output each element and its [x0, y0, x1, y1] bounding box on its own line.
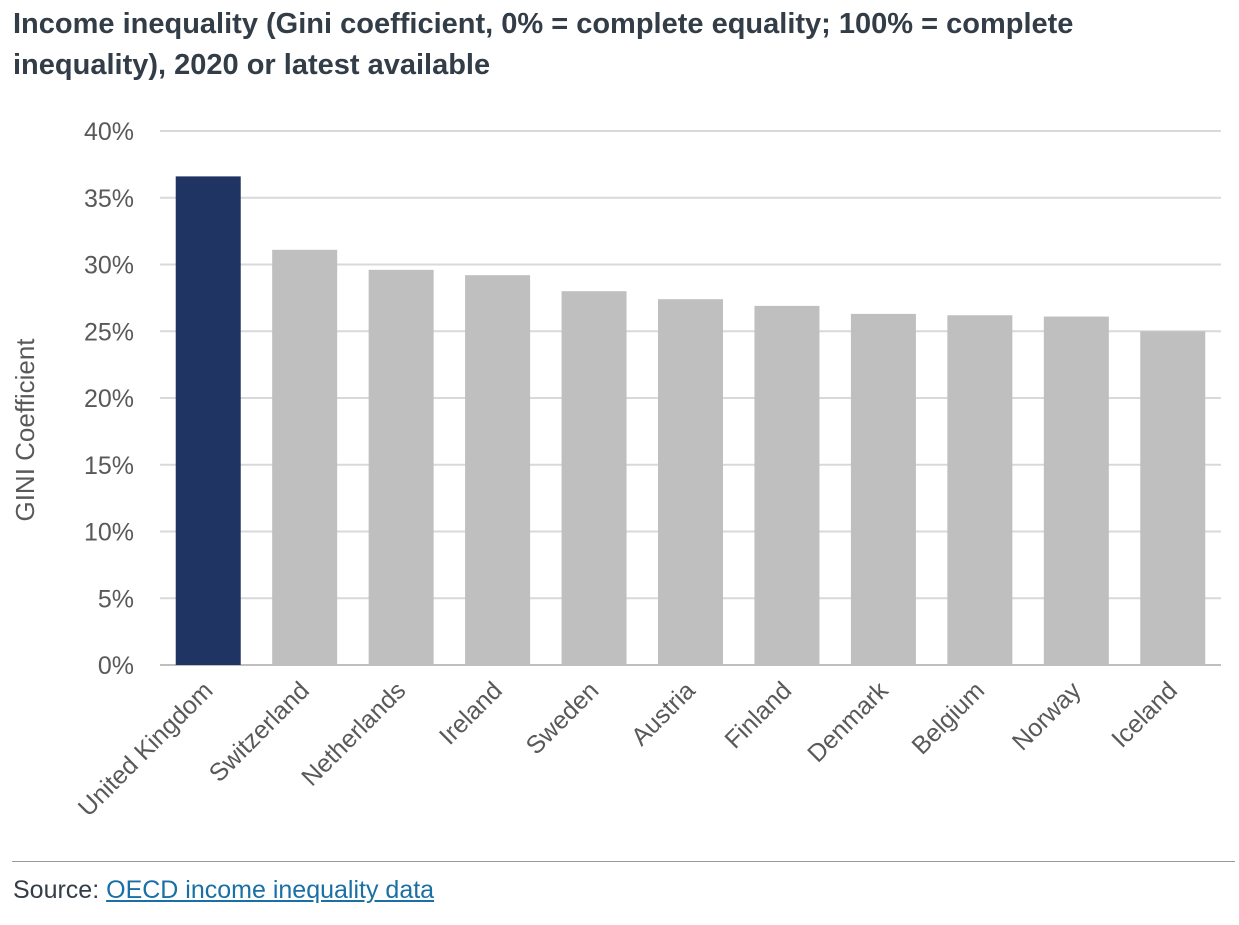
y-tick-label: 0% [98, 652, 134, 680]
y-tick-label: 40% [84, 118, 134, 146]
source-link[interactable]: OECD income inequality data [106, 876, 435, 904]
y-tick-label: 25% [84, 318, 134, 346]
y-tick-label: 35% [84, 185, 134, 213]
bar-iceland [1140, 331, 1206, 665]
source-label: Source: [13, 876, 100, 904]
y-tick-label: 30% [84, 252, 134, 280]
bar-ireland [465, 275, 531, 665]
y-tick-label: 10% [84, 519, 134, 547]
bar-denmark [850, 313, 916, 665]
bar-belgium [947, 315, 1013, 665]
bar-sweden [561, 291, 627, 665]
x-tick-label: Finland [719, 676, 797, 754]
x-tick-label: Belgium [906, 676, 990, 760]
bar-austria [658, 299, 723, 665]
x-tick-label: Denmark [802, 676, 894, 768]
source-note: Source: OECD income inequality data [13, 876, 434, 905]
x-tick-label: Sweden [521, 676, 605, 760]
y-tick-label: 20% [84, 385, 134, 413]
y-axis-ticks: 0% 5% 10% 15% 20% 25% 30% 35% 40% [84, 118, 134, 680]
chart-title: Income inequality (Gini coefficient, 0% … [13, 8, 1074, 81]
y-axis-label: GINI Coefficient [10, 338, 40, 522]
footer-divider [12, 861, 1235, 862]
bars [175, 176, 1206, 665]
bar-switzerland [272, 249, 338, 665]
bar-united-kingdom [175, 176, 241, 665]
x-tick-label: Iceland [1106, 676, 1183, 753]
bar-finland [754, 305, 820, 665]
x-tick-label: Netherlands [296, 676, 411, 791]
x-tick-label: Ireland [434, 676, 508, 750]
y-tick-label: 15% [84, 452, 134, 480]
x-tick-label: United Kingdom [73, 676, 219, 822]
y-tick-label: 5% [98, 585, 134, 613]
bar-netherlands [368, 269, 434, 665]
x-tick-label: Norway [1007, 676, 1087, 756]
x-tick-label: Austria [626, 676, 701, 751]
bar-norway [1043, 316, 1109, 665]
bar-chart: 0% 5% 10% 15% 20% 25% 30% 35% 40% United Kingdom… [10, 118, 1221, 822]
